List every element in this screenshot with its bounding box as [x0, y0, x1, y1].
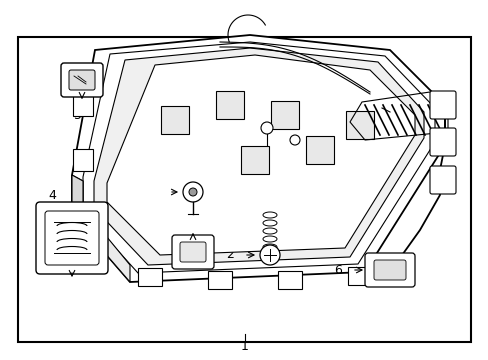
Text: 5: 5 — [74, 109, 82, 122]
Circle shape — [260, 245, 280, 265]
Text: 6: 6 — [333, 264, 341, 276]
FancyBboxPatch shape — [429, 91, 455, 119]
Bar — [138, 268, 162, 286]
FancyBboxPatch shape — [36, 202, 108, 274]
Text: 2: 2 — [225, 248, 233, 261]
FancyBboxPatch shape — [69, 70, 95, 90]
Circle shape — [289, 135, 299, 145]
Bar — [346, 111, 373, 139]
FancyBboxPatch shape — [45, 211, 99, 265]
Polygon shape — [72, 175, 83, 215]
Bar — [73, 149, 93, 171]
FancyBboxPatch shape — [172, 235, 214, 269]
Polygon shape — [72, 175, 130, 282]
FancyBboxPatch shape — [373, 260, 405, 280]
FancyBboxPatch shape — [180, 242, 205, 262]
Bar — [430, 94, 448, 116]
Bar — [347, 267, 371, 285]
Polygon shape — [107, 55, 414, 255]
Bar — [207, 271, 231, 289]
Text: 3: 3 — [153, 185, 161, 198]
Circle shape — [183, 182, 203, 202]
Circle shape — [189, 188, 197, 196]
Polygon shape — [83, 42, 434, 273]
Bar — [216, 91, 244, 119]
Polygon shape — [94, 48, 423, 265]
Text: 4: 4 — [48, 189, 56, 202]
FancyBboxPatch shape — [61, 63, 103, 97]
FancyBboxPatch shape — [429, 128, 455, 156]
Text: 7: 7 — [169, 210, 177, 222]
Bar — [73, 94, 93, 116]
FancyBboxPatch shape — [364, 253, 414, 287]
FancyBboxPatch shape — [429, 166, 455, 194]
Circle shape — [261, 122, 272, 134]
Bar — [270, 101, 298, 129]
Bar — [278, 271, 302, 289]
Text: 1: 1 — [241, 339, 248, 352]
Bar — [305, 136, 333, 164]
Bar — [430, 131, 448, 153]
Bar — [18, 37, 470, 342]
Polygon shape — [72, 35, 444, 282]
Bar — [161, 106, 189, 134]
Bar — [241, 146, 268, 174]
Text: 8: 8 — [373, 99, 381, 112]
